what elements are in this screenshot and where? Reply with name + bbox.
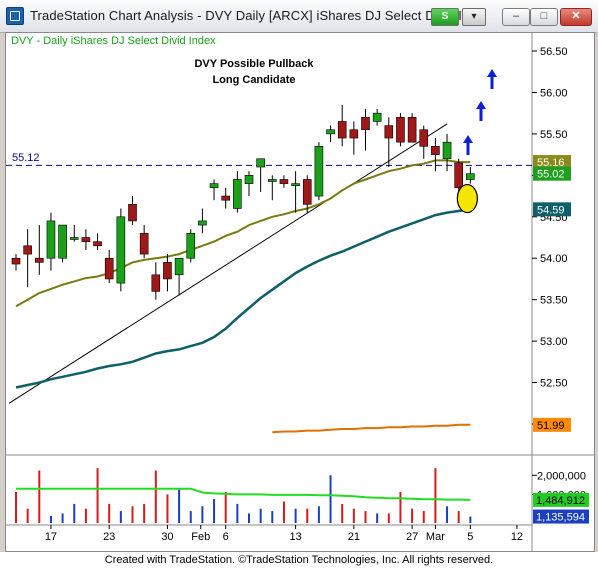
annotation-line-2: Long Candidate: [212, 74, 295, 86]
candle-down: [407, 117, 417, 143]
candle-up: [198, 220, 207, 226]
date-axis-label: 13: [289, 531, 301, 543]
dashed-line-label: 55.12: [12, 152, 40, 164]
candle-down: [93, 241, 102, 247]
candle-up: [314, 146, 324, 197]
candle-up: [186, 233, 196, 259]
trendline: [8, 123, 448, 404]
candle-down: [104, 257, 114, 280]
tradestation-app-icon: [6, 7, 24, 25]
price-tag-label: 54.59: [537, 204, 565, 216]
candle-down: [454, 162, 464, 189]
maximize-button[interactable]: □: [530, 8, 558, 26]
chevron-down-icon[interactable]: ▾: [462, 8, 486, 26]
date-axis-label: Feb: [191, 531, 210, 543]
ma-orange-line: [272, 423, 471, 434]
candle-up: [244, 175, 254, 184]
candle-up: [267, 179, 277, 182]
price-tag: [533, 417, 571, 432]
volume-axis-label: 2,000,000: [537, 470, 586, 482]
highlight-ellipse: [456, 183, 478, 214]
candle-up: [209, 183, 219, 189]
candle-up: [174, 257, 184, 276]
candle-up: [466, 173, 475, 180]
close-button[interactable]: ✕: [560, 8, 592, 26]
arrow-up-icon-head: [487, 69, 497, 77]
price-axis-label: 54.00: [540, 253, 568, 265]
minimize-button[interactable]: –: [502, 8, 530, 26]
candle-down: [151, 274, 161, 292]
date-axis-label: 27: [406, 531, 418, 543]
price-tag: [533, 166, 571, 181]
candle-down: [34, 257, 44, 263]
candle-down: [396, 117, 405, 143]
price-tag-label: 55.16: [537, 157, 565, 169]
candle-down: [349, 129, 359, 139]
date-axis-label: 6: [223, 531, 229, 543]
price-tag: [533, 202, 571, 217]
candle-down: [163, 262, 172, 280]
candle-down: [279, 179, 289, 184]
candle-down: [384, 125, 394, 139]
price-axis-label: 55.50: [540, 129, 568, 141]
price-axis-label: 52.50: [540, 378, 568, 390]
date-axis-label: 5: [467, 531, 473, 543]
candle-down: [81, 237, 91, 242]
window-title: TradeStation Chart Analysis - DVY Daily …: [30, 8, 474, 23]
candle-down: [302, 179, 312, 205]
volume-tag-label: 1,484,912: [536, 495, 585, 507]
price-tag-label: 55.02: [537, 169, 565, 181]
candle-up: [46, 220, 56, 259]
candle-up: [372, 112, 382, 122]
caption: Created with TradeStation. ©TradeStation…: [104, 554, 494, 566]
symbol-link-button[interactable]: S: [431, 8, 459, 26]
volume-average-line: [16, 487, 471, 501]
price-tag: [533, 155, 571, 170]
volume-tag-label: 1,135,594: [536, 512, 585, 524]
candle-up: [326, 129, 335, 135]
price-pane: [6, 33, 532, 455]
price-axis-label: 53.00: [540, 336, 568, 348]
symbol-label: DVY - Daily iShares DJ Select Divid Inde…: [11, 35, 216, 47]
candle-up: [69, 237, 79, 240]
arrow-up-icon-head: [476, 101, 486, 109]
candle-down: [128, 204, 137, 222]
candle-down: [361, 117, 370, 131]
ma-olive-line: [15, 159, 471, 308]
date-axis-label: Mar: [426, 531, 445, 543]
candle-up: [116, 216, 126, 284]
candle-up: [233, 179, 242, 209]
date-axis-label: 12: [511, 531, 523, 543]
volume-tag: [533, 509, 589, 524]
candle-down: [221, 195, 230, 201]
candle-down: [337, 121, 347, 139]
candle-down: [139, 233, 149, 255]
candle-down: [431, 146, 440, 155]
candle-up: [291, 183, 300, 186]
candle-down: [419, 129, 429, 147]
chart-window: TradeStation Chart Analysis - DVY Daily …: [0, 0, 598, 552]
candle-down: [11, 257, 21, 265]
chart-area[interactable]: DVY - Daily iShares DJ Select Divid Inde…: [5, 32, 595, 552]
ma-teal-line: [15, 208, 471, 389]
date-axis-label: 17: [45, 531, 57, 543]
date-axis-label: 30: [161, 531, 173, 543]
price-axis-label: 56.50: [540, 46, 568, 58]
annotation-line-1: DVY Possible Pullback: [194, 58, 314, 70]
arrow-up-icon-head: [463, 135, 473, 143]
candle-down: [23, 245, 32, 255]
candle-up: [256, 158, 265, 168]
price-axis-label: 56.00: [540, 87, 568, 99]
candle-up: [58, 224, 67, 259]
price-tag-label: 51.99: [537, 420, 565, 432]
volume-tag: [533, 492, 589, 507]
title-bar[interactable]: TradeStation Chart Analysis - DVY Daily …: [0, 0, 598, 33]
date-axis-label: 23: [103, 531, 115, 543]
candle-up: [442, 141, 452, 160]
price-chart[interactable]: DVY - Daily iShares DJ Select Divid Inde…: [6, 33, 594, 551]
date-axis-label: 21: [348, 531, 360, 543]
price-axis-label: 53.50: [540, 295, 568, 307]
